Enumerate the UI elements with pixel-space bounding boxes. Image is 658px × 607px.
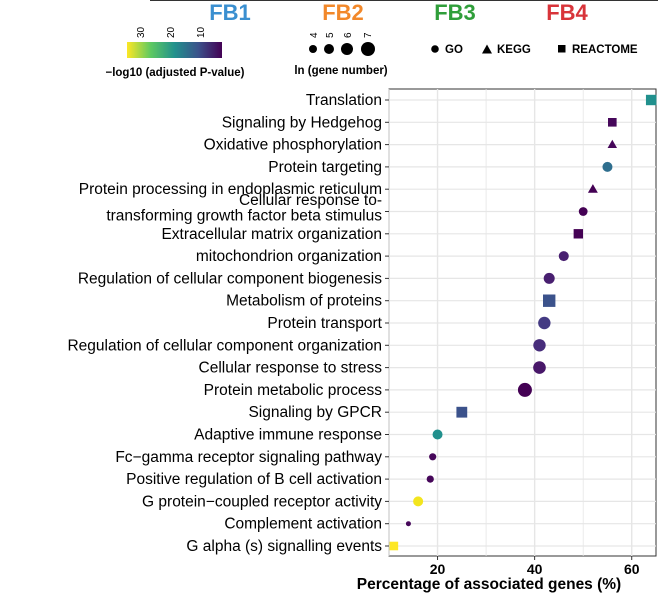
point-reactome [456, 406, 468, 418]
y-tick-label: Cellular response to-transforming growth… [106, 192, 382, 225]
point-reactome [389, 541, 399, 551]
shape-legend: GO KEGG REACTOME [431, 44, 638, 56]
color-legend: 30 20 10 −log10 (adjusted P-value) [106, 26, 245, 79]
y-tick-label: Protein targeting [268, 159, 382, 176]
shape-key-square [558, 45, 566, 53]
y-tick-label: Regulation of cellular component organiz… [67, 337, 382, 354]
point-reactome [543, 294, 556, 307]
y-tick-label: mitochondrion organization [196, 248, 382, 265]
y-tick-label: G protein−coupled receptor activity [142, 493, 382, 510]
y-tick-label: Protein transport [267, 315, 382, 332]
color-bar [127, 42, 222, 58]
color-tick-20: 20 [166, 26, 177, 38]
y-tick-label: Complement activation [224, 516, 382, 533]
x-tick-label: 40 [527, 561, 543, 577]
size-tick-6: 6 [343, 32, 354, 38]
point-go [517, 382, 532, 397]
size-key-7 [361, 42, 375, 56]
point-go [558, 251, 569, 262]
shape-label-go: GO [445, 44, 463, 56]
header-fb3: FB3 [434, 0, 476, 25]
y-tick-label: Adaptive immune response [194, 427, 382, 444]
point-kegg [587, 184, 598, 193]
size-key-5 [324, 44, 334, 54]
point-go [413, 496, 424, 507]
size-legend: 4 5 6 7 ln (gene number) [294, 32, 387, 77]
header-fb2: FB2 [322, 0, 364, 25]
point-go [426, 475, 434, 483]
data-marks [389, 94, 657, 551]
point-go [543, 272, 555, 284]
y-tick-label: Regulation of cellular component biogene… [78, 270, 382, 287]
point-go [538, 316, 551, 330]
x-tick-label: 20 [430, 561, 446, 577]
point-reactome [645, 94, 657, 106]
point-kegg [607, 139, 618, 149]
shape-key-circle [431, 45, 439, 53]
y-tick-label: Positive regulation of B cell activation [126, 471, 382, 488]
size-key-6 [341, 43, 353, 55]
x-axis-title: Percentage of associated genes (%) [357, 576, 621, 593]
point-go [405, 521, 411, 527]
y-tick-label: Fc−gamma receptor signaling pathway [115, 449, 382, 466]
y-tick-label: Signaling by GPCR [248, 404, 382, 421]
grid [388, 89, 656, 556]
x-tick-label: 60 [624, 561, 640, 577]
color-legend-title: −log10 (adjusted P-value) [106, 67, 245, 79]
y-axis-labels: Translation Signaling by Hedgehog Oxidativ… [67, 92, 389, 555]
plot-panel [388, 88, 657, 557]
y-tick-label: Extracellular matrix organization [161, 226, 382, 243]
point-go [578, 207, 588, 216]
shape-label-kegg: KEGG [497, 44, 531, 56]
point-reactome [573, 229, 584, 239]
y-tick-label: Protein processing in endoplasmic reticu… [79, 181, 382, 198]
color-tick-10: 10 [196, 26, 207, 38]
y-tick-label: G alpha (s) signalling events [186, 538, 382, 555]
y-tick-label: Cellular response to stress [199, 360, 383, 377]
x-axis: 20 40 60 [430, 556, 640, 577]
shape-key-triangle [482, 44, 492, 54]
y-tick-label: Translation [306, 92, 382, 109]
size-key-4 [309, 45, 317, 53]
header-fb1: FB1 [209, 0, 251, 25]
header-fb4: FB4 [546, 0, 588, 25]
point-reactome [608, 118, 617, 127]
y-tick-label: Protein metabolic process [204, 382, 383, 399]
y-tick-label: Signaling by Hedgehog [222, 114, 382, 131]
size-tick-7: 7 [363, 32, 374, 38]
shape-label-reactome: REACTOME [572, 44, 638, 56]
color-tick-30: 30 [136, 26, 147, 38]
point-go [429, 453, 437, 461]
size-tick-4: 4 [309, 32, 320, 38]
y-tick-label: Metabolism of proteins [226, 293, 382, 310]
y-tick-label: Oxidative phosphorylation [204, 137, 382, 154]
size-legend-title: ln (gene number) [294, 65, 387, 77]
point-go [533, 361, 546, 374]
point-go [533, 339, 546, 352]
size-tick-5: 5 [325, 32, 336, 38]
point-go [432, 429, 443, 440]
point-go [602, 161, 613, 172]
